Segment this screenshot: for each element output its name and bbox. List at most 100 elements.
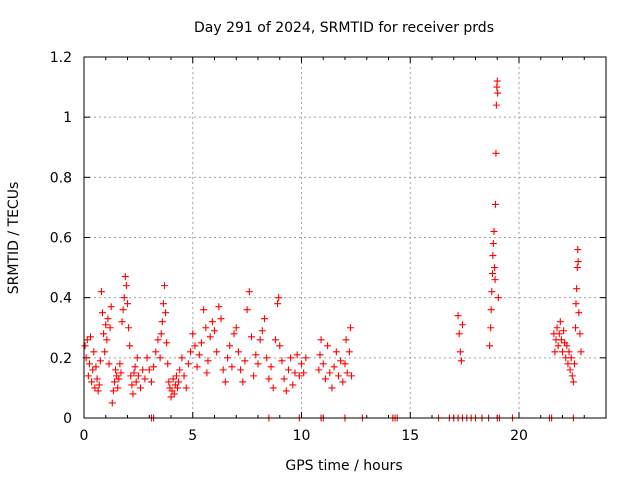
data-point: [114, 384, 122, 392]
data-point: [315, 366, 323, 374]
x-tick-label: 0: [80, 428, 89, 444]
data-point: [87, 333, 95, 341]
data-point: [245, 288, 253, 296]
data-point: [258, 327, 266, 335]
data-point: [90, 348, 98, 356]
data-point: [234, 348, 242, 356]
data-point: [490, 227, 498, 235]
data-point: [316, 351, 324, 359]
data-point: [457, 357, 465, 365]
data-point: [125, 324, 133, 332]
data-point: [494, 294, 502, 302]
data-point: [345, 348, 353, 356]
data-point: [493, 83, 501, 91]
data-point: [275, 294, 283, 302]
data-point: [203, 369, 211, 377]
data-point: [137, 384, 145, 392]
y-tick-label: 0: [63, 411, 72, 427]
data-point: [228, 363, 236, 371]
data-point: [566, 366, 574, 374]
data-point: [157, 330, 165, 338]
data-point: [284, 366, 292, 374]
data-point: [324, 342, 332, 350]
data-point: [163, 339, 171, 347]
data-point: [330, 363, 338, 371]
data-point: [256, 336, 264, 344]
data-point: [551, 348, 559, 356]
data-point: [554, 342, 562, 350]
data-point: [170, 390, 178, 398]
data-point: [334, 372, 342, 380]
data-point: [492, 200, 500, 208]
data-point: [337, 357, 345, 365]
data-point: [106, 324, 114, 332]
data-point: [572, 324, 580, 332]
data-point: [555, 330, 563, 338]
data-point: [134, 372, 142, 380]
data-point: [553, 324, 561, 332]
data-point: [116, 360, 124, 368]
data-point: [326, 369, 334, 377]
data-point: [81, 342, 89, 350]
data-point: [121, 273, 129, 281]
data-point: [488, 288, 496, 296]
data-point: [112, 366, 120, 374]
data-point: [215, 303, 223, 311]
data-point: [321, 375, 329, 383]
plot-frame: [83, 56, 607, 419]
data-point: [291, 369, 299, 377]
data-point: [332, 348, 340, 356]
data-point: [271, 336, 279, 344]
data-point: [247, 333, 255, 341]
data-point: [221, 378, 229, 386]
data-point: [197, 339, 205, 347]
data-point: [101, 348, 109, 356]
data-point: [232, 324, 240, 332]
data-point: [487, 306, 495, 314]
data-point: [211, 327, 218, 335]
data-point: [577, 348, 585, 356]
data-point: [339, 378, 347, 386]
data-point: [489, 240, 497, 248]
data-point: [130, 369, 138, 377]
data-point: [108, 399, 116, 407]
data-point: [274, 300, 282, 308]
data-point: [92, 363, 100, 371]
data-point: [109, 387, 117, 395]
data-point: [169, 375, 177, 383]
data-point: [328, 384, 336, 392]
data-point: [182, 384, 190, 392]
data-point: [491, 264, 499, 272]
data-point: [346, 324, 354, 332]
data-point: [224, 354, 232, 362]
data-point: [557, 336, 565, 344]
data-point: [230, 330, 238, 338]
data-point: [295, 372, 303, 380]
y-tick-label: 0.4: [50, 291, 72, 307]
data-point: [102, 321, 110, 329]
data-point: [152, 348, 160, 356]
data-point: [95, 381, 103, 389]
data-point: [492, 149, 500, 157]
data-point: [269, 384, 277, 392]
data-point: [300, 369, 308, 377]
data-point: [158, 318, 166, 326]
data-point: [573, 285, 581, 293]
data-point: [84, 372, 92, 380]
data-point: [458, 321, 466, 329]
data-point: [564, 360, 572, 368]
data-point: [122, 282, 130, 290]
data-point: [267, 363, 275, 371]
data-point: [191, 342, 199, 350]
data-point: [298, 360, 305, 368]
data-point: [133, 354, 141, 362]
data-point: [206, 333, 214, 341]
data-point: [160, 282, 168, 290]
x-tick-label: 5: [188, 428, 197, 444]
grid-lines: [84, 57, 606, 418]
data-point: [252, 351, 260, 359]
data-point: [563, 342, 571, 350]
data-point: [261, 315, 269, 323]
data-point: [165, 378, 173, 386]
